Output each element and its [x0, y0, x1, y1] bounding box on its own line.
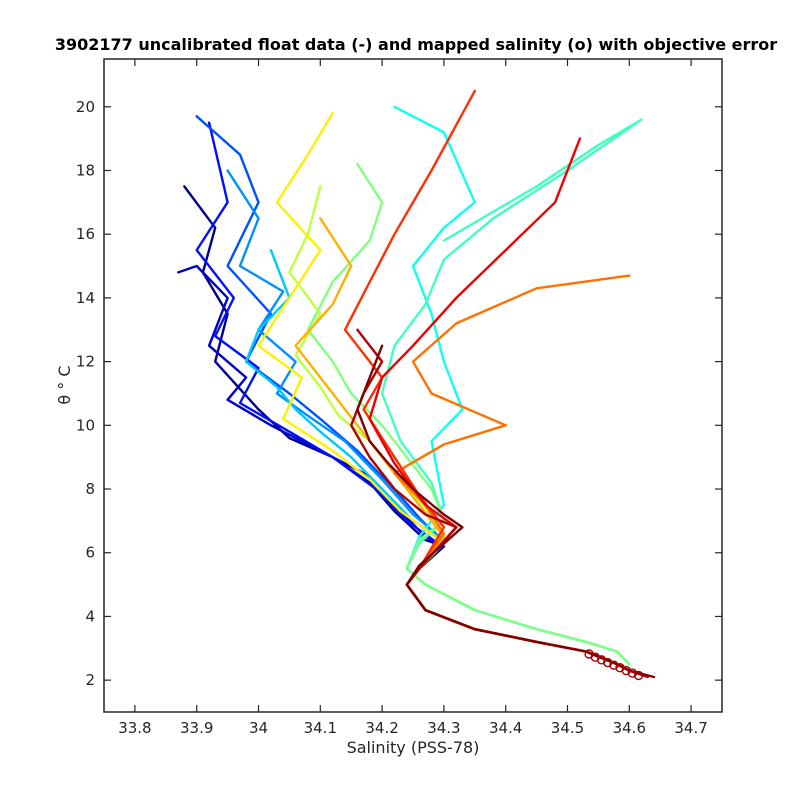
mapped-salinity-points	[584, 649, 644, 681]
x-tick-label: 34.3	[427, 719, 460, 737]
profile-line	[306, 162, 631, 666]
x-tick-label: 33.9	[180, 719, 213, 737]
y-tick-label: 2	[85, 671, 95, 689]
x-tick-label: 34.2	[365, 719, 398, 737]
series-lines	[176, 89, 656, 679]
mapped-salinity-marker	[633, 670, 644, 681]
mapped-salinity-marker	[621, 665, 631, 676]
y-tick-label: 14	[76, 289, 95, 307]
x-tick-label: 34.5	[551, 719, 584, 737]
mapped-salinity-marker	[603, 657, 613, 668]
x-tick-label: 33.8	[118, 719, 151, 737]
y-tick-label: 8	[85, 480, 95, 498]
y-tick-label: 16	[76, 225, 95, 243]
mapped-salinity-marker	[609, 660, 619, 670]
y-tick-label: 18	[76, 161, 95, 179]
x-axis: 33.8 33.9 34 34.1 34.2 34.3 34.4 34.5 34.6 34.7	[118, 59, 708, 737]
x-tick-label: 34.7	[674, 719, 707, 737]
mapped-salinity-marker	[590, 652, 600, 662]
profile-line	[356, 344, 656, 679]
x-tick-label: 34.4	[489, 719, 522, 737]
y-tick-label: 4	[85, 607, 95, 625]
y-tick-label: 6	[85, 544, 95, 562]
y-axis: 2 4 6 8 10 12 14 16 18 20	[76, 98, 722, 689]
y-tick-label: 12	[76, 353, 95, 371]
x-tick-label: 34.1	[304, 719, 337, 737]
x-axis-label: Salinity (PSS-78)	[347, 738, 480, 757]
y-tick-label: 20	[76, 98, 95, 116]
plot-area	[104, 59, 722, 712]
x-tick-label: 34	[249, 719, 268, 737]
x-tick-label: 34.6	[613, 719, 646, 737]
axes-frame	[103, 58, 723, 713]
mapped-salinity-marker	[627, 668, 638, 678]
y-tick-label: 10	[76, 416, 95, 434]
chart-title: 3902177 uncalibrated float data (-) and …	[55, 35, 777, 54]
y-axis-label: θ ° C	[55, 365, 74, 404]
